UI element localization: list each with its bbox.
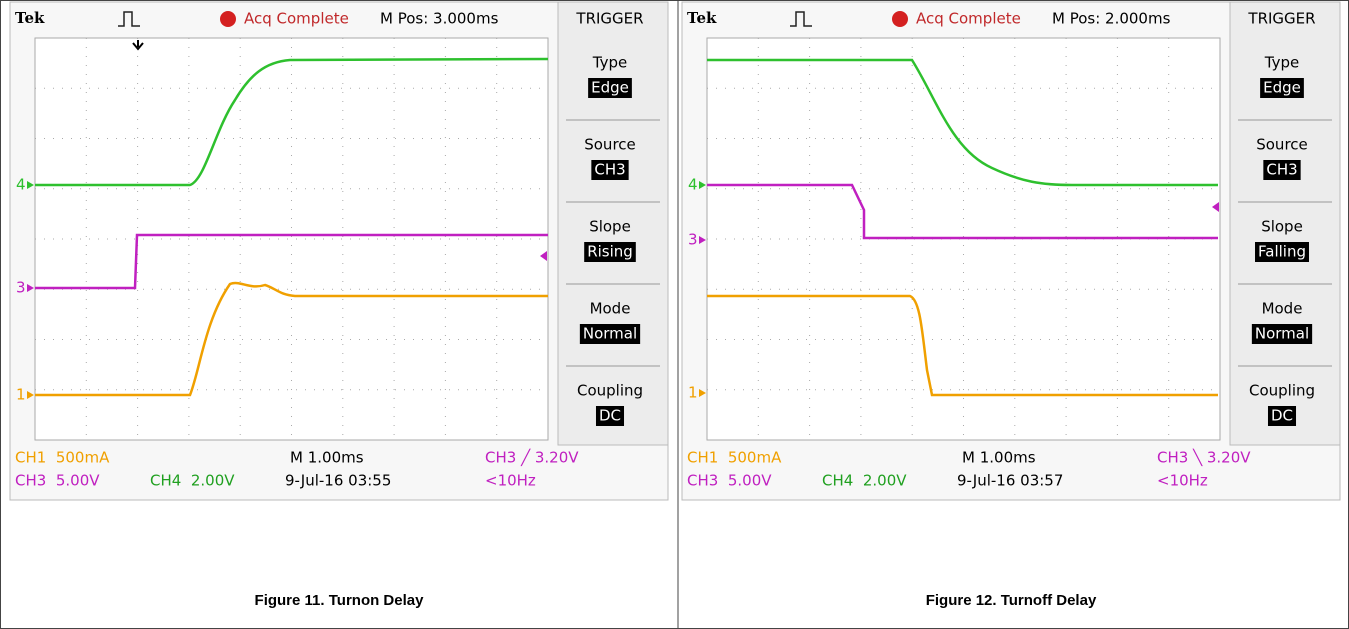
caption: Figure 12. Turnoff Delay (926, 592, 1097, 609)
waveform (35, 281, 548, 397)
readout: CH1 500mA (687, 449, 782, 467)
menu-label: Mode (590, 300, 631, 318)
trigger-icon (118, 11, 140, 27)
readout: CH1 500mA (15, 449, 110, 467)
acq-status: Acq Complete (916, 10, 1021, 28)
menu-label: Slope (1261, 218, 1303, 236)
figure: Tek Acq Complete M Pos: 3.000ms TRIGGER Type… (9, 1, 669, 609)
waveform (35, 233, 548, 290)
menu-value: DC (599, 407, 621, 425)
menu-label: Mode (1262, 300, 1303, 318)
brand: Tek (15, 9, 45, 27)
channel-arrow (699, 236, 706, 244)
caption: Figure 11. Turnon Delay (255, 592, 425, 609)
figure: Tek Acq Complete M Pos: 2.000ms TRIGGER Type… (681, 1, 1341, 609)
menu-value: DC (1271, 407, 1293, 425)
acq-status: Acq Complete (244, 10, 349, 28)
menu-value: Edge (591, 79, 629, 97)
menu-value: Normal (583, 325, 637, 343)
readout: CH3 ╲ 3.20V (1157, 449, 1251, 467)
waveform (707, 183, 1218, 240)
menu-value-box (1267, 406, 1297, 426)
menu-value-box (595, 406, 625, 426)
trigger-level (540, 251, 547, 261)
readout: 9-Jul-16 03:57 (957, 472, 1063, 490)
channel-arrow (27, 181, 34, 189)
channel-arrow (27, 391, 34, 399)
menu-label: Coupling (1249, 382, 1315, 400)
channel-marker: 3 (16, 279, 26, 297)
channel-marker: 3 (688, 231, 698, 249)
menu-label: Coupling (577, 382, 643, 400)
readout: CH4 2.00V (822, 472, 907, 490)
menu-value: CH3 (1266, 161, 1297, 179)
channel-arrow (699, 181, 706, 189)
acq-indicator (220, 11, 236, 27)
brand: Tek (687, 9, 717, 27)
menu-value-box (584, 242, 636, 262)
menu-value: Falling (1258, 243, 1306, 261)
menu-label: Source (1256, 136, 1308, 154)
menu-title: TRIGGER (1247, 10, 1315, 28)
trigger-level (1212, 202, 1219, 212)
horizontal-position: M Pos: 2.000ms (1052, 10, 1171, 28)
menu-value-box (1255, 242, 1309, 262)
menu-value-box (591, 160, 629, 180)
horizontal-position: M Pos: 3.000ms (380, 10, 499, 28)
acq-indicator (892, 11, 908, 27)
readout: <10Hz (1157, 472, 1208, 490)
menu-label: Source (584, 136, 636, 154)
menu-label: Type (1264, 54, 1299, 72)
trigger-icon (790, 11, 812, 27)
menu-label: Slope (589, 218, 631, 236)
menu-value-box (588, 78, 632, 98)
waveform (707, 58, 1218, 187)
trigger-position (132, 40, 144, 51)
readout: 9-Jul-16 03:55 (285, 472, 391, 490)
menu-value-box (579, 324, 641, 344)
channel-arrow (699, 389, 706, 397)
channel-marker: 4 (688, 176, 698, 194)
readout: CH3 ╱ 3.20V (485, 449, 579, 467)
readout: <10Hz (485, 472, 536, 490)
menu-value: Normal (1255, 325, 1309, 343)
menu-label: Type (592, 54, 627, 72)
menu-value-box (1260, 78, 1304, 98)
menu-value: Rising (587, 243, 633, 261)
menu-value-box (1251, 324, 1313, 344)
channel-arrow (27, 284, 34, 292)
menu-value: Edge (1263, 79, 1301, 97)
waveform (35, 57, 549, 187)
menu-title: TRIGGER (575, 10, 643, 28)
readout: CH3 5.00V (15, 472, 100, 490)
menu-value: CH3 (594, 161, 625, 179)
menu-panel (1229, 1, 1341, 446)
graticule-area (34, 37, 549, 441)
waveform (707, 294, 1218, 397)
channel-marker: 4 (16, 176, 26, 194)
readout: CH3 5.00V (687, 472, 772, 490)
readout: CH4 2.00V (150, 472, 235, 490)
readout: M 1.00ms (962, 449, 1036, 467)
menu-panel (557, 1, 669, 446)
channel-marker: 1 (688, 384, 698, 402)
channel-marker: 1 (16, 386, 26, 404)
readout: M 1.00ms (290, 449, 364, 467)
menu-value-box (1263, 160, 1301, 180)
